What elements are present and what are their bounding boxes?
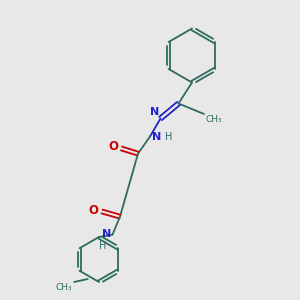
Text: CH₃: CH₃ (56, 283, 72, 292)
Text: N: N (102, 229, 111, 239)
Text: O: O (108, 140, 118, 154)
Text: H: H (99, 241, 106, 251)
Text: O: O (88, 203, 98, 217)
Text: N: N (150, 107, 159, 117)
Text: N: N (152, 131, 162, 142)
Text: CH₃: CH₃ (206, 116, 222, 124)
Text: H: H (165, 131, 172, 142)
